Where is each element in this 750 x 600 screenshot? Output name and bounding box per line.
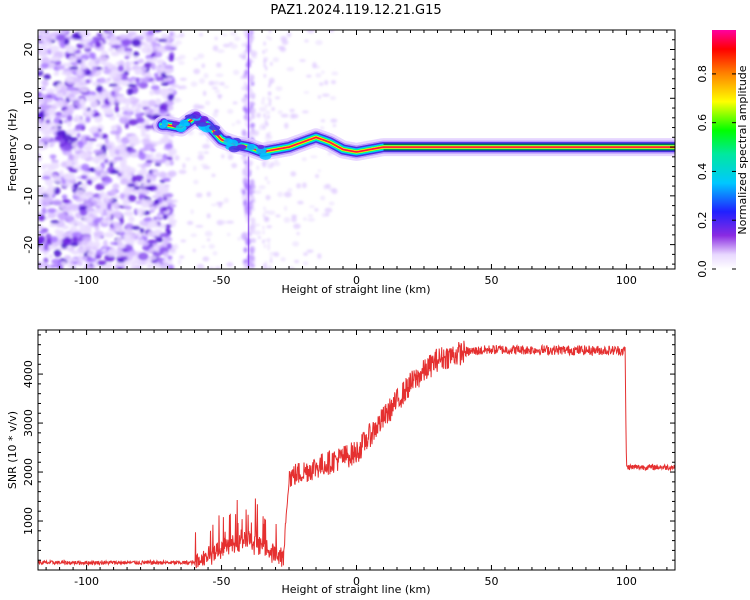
snr-ytick-label: 2000	[22, 458, 35, 486]
spectrogram-xlabel: Height of straight line (km)	[281, 283, 430, 296]
spectrogram-frame	[37, 29, 676, 270]
spectrogram-ridge	[153, 108, 675, 161]
snr-xtick-label: 0	[353, 575, 360, 588]
colorbar-tick-label: 0.0	[696, 260, 709, 278]
snr-ytick-label: 3000	[22, 409, 35, 437]
colorbar-ticks: 0.0 0.2 0.4 0.6 0.8	[696, 65, 736, 278]
colorbar-tick-label: 0.2	[696, 211, 709, 229]
spectrogram-ytick-label: 0	[22, 144, 35, 151]
spectrogram-image	[38, 30, 675, 269]
snr-xtick-label: 50	[484, 575, 498, 588]
spectrogram-xtick-label: 100	[616, 274, 637, 287]
spectrogram-ytick-label: -20	[22, 236, 35, 254]
spectrogram-ytick-label: -10	[22, 187, 35, 205]
snr-xtick-label: -100	[74, 575, 99, 588]
spectrogram-ytick-label: 10	[22, 91, 35, 105]
colorbar: 0.0 0.2 0.4 0.6 0.8 Normalized spectral ampl…	[696, 30, 749, 278]
spectrogram-xtick-label: -50	[213, 274, 231, 287]
snr-ytick-label: 4000	[22, 360, 35, 388]
spectrogram-xtick-label: 50	[484, 274, 498, 287]
snr-panel: -100 -50 0 50 100 1000 2000 3000 4000 Height of …	[6, 329, 676, 596]
snr-ylabel: SNR (10 * v/v)	[6, 411, 19, 489]
snr-ticks: -100 -50 0 50 100 1000 2000 3000 4000	[22, 330, 675, 588]
spectrogram-noise	[38, 30, 339, 269]
colorbar-gradient	[712, 30, 736, 269]
snr-series-line	[38, 340, 675, 569]
spectrogram-xtick-label: 0	[353, 274, 360, 287]
colorbar-tick-label: 0.6	[696, 114, 709, 131]
colorbar-tick-label: 0.4	[696, 163, 709, 181]
figure-title: PAZ1.2024.119.12.21.G15	[270, 3, 441, 18]
spectrogram-ytick-label: 20	[22, 43, 35, 57]
colorbar-label: Normalized spectral amplitude	[736, 65, 749, 234]
snr-frame	[37, 329, 676, 571]
colorbar-tick-label: 0.8	[696, 65, 709, 83]
snr-xtick-label: 100	[616, 575, 637, 588]
snr-xlabel: Height of straight line (km)	[281, 583, 430, 596]
spectrogram-ylabel: Frequency (Hz)	[6, 109, 19, 192]
snr-ytick-label: 1000	[22, 507, 35, 535]
snr-xtick-label: -50	[213, 575, 231, 588]
spectrogram-xtick-label: -100	[74, 274, 99, 287]
